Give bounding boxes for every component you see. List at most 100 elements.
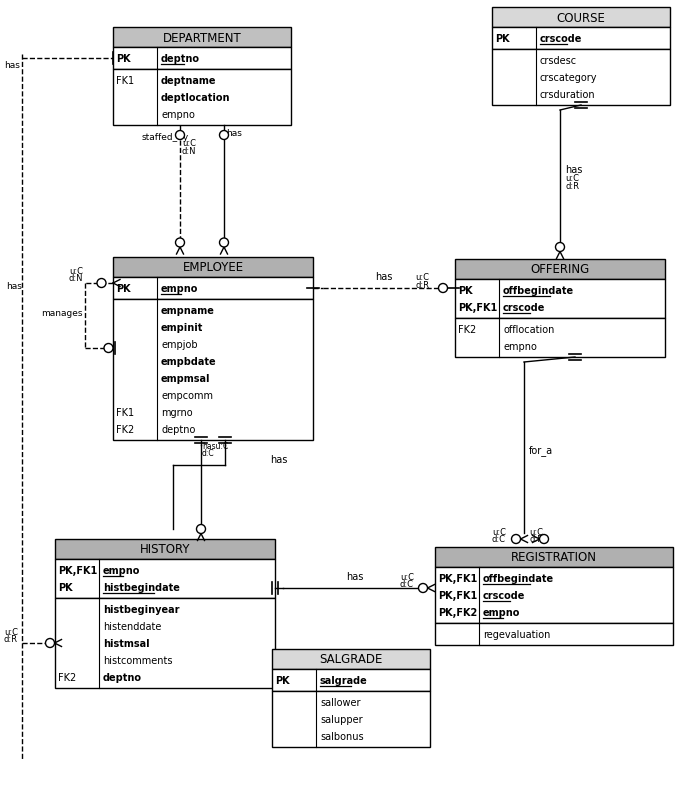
Text: d:R: d:R (529, 534, 543, 543)
Text: histbegindate: histbegindate (103, 582, 180, 592)
Text: PK: PK (116, 284, 130, 294)
Bar (272, 669, 430, 691)
Text: deptno: deptno (161, 54, 200, 64)
Text: empno: empno (483, 607, 520, 618)
Text: has: has (226, 129, 242, 138)
Circle shape (104, 344, 113, 353)
Text: empmsal: empmsal (161, 374, 210, 383)
Text: deptno: deptno (103, 672, 142, 683)
Circle shape (419, 584, 428, 593)
Circle shape (175, 239, 184, 248)
Text: PK,FK1: PK,FK1 (58, 565, 97, 575)
Bar (455, 318, 665, 358)
Text: FK2: FK2 (458, 325, 476, 334)
Text: SALGRADE: SALGRADE (319, 653, 383, 666)
Bar (272, 649, 430, 669)
Bar (435, 623, 673, 645)
Text: empno: empno (503, 342, 537, 351)
Text: u:C: u:C (182, 139, 196, 148)
Bar (113, 28, 291, 48)
Bar (113, 300, 313, 440)
Text: histbeginyear: histbeginyear (103, 604, 179, 614)
Text: empinit: empinit (161, 322, 204, 333)
Text: staffed_by: staffed_by (142, 133, 189, 142)
Text: PK: PK (58, 582, 72, 592)
Bar (55, 598, 275, 688)
Bar (435, 547, 673, 567)
Bar (55, 559, 275, 598)
Bar (455, 280, 665, 318)
Text: empno: empno (161, 110, 195, 119)
Text: histmsal: histmsal (103, 638, 150, 648)
Text: empno: empno (161, 284, 199, 294)
Text: deptno: deptno (161, 424, 195, 435)
Text: u:C: u:C (4, 627, 18, 636)
Text: crsdesc: crsdesc (540, 56, 577, 66)
Text: has: has (270, 455, 287, 464)
Text: COURSE: COURSE (557, 11, 605, 25)
Circle shape (555, 243, 564, 252)
Text: PK,FK1: PK,FK1 (438, 573, 477, 583)
Text: salbonus: salbonus (320, 731, 364, 741)
Text: salupper: salupper (320, 714, 363, 724)
Circle shape (219, 239, 228, 248)
Circle shape (439, 284, 448, 294)
Text: histenddate: histenddate (103, 622, 161, 631)
Text: OFFERING: OFFERING (531, 263, 590, 276)
Text: for_a: for_a (529, 444, 553, 456)
Text: u:C: u:C (415, 273, 429, 282)
Circle shape (197, 525, 206, 534)
Text: HISTORY: HISTORY (140, 543, 190, 556)
Text: deptname: deptname (161, 76, 217, 86)
Bar (492, 50, 670, 106)
Text: has: has (565, 164, 582, 175)
Text: salgrade: salgrade (320, 675, 368, 685)
Text: PK: PK (116, 54, 130, 64)
Text: mgrno: mgrno (161, 407, 193, 418)
Text: PK: PK (275, 675, 290, 685)
Text: FK2: FK2 (116, 424, 135, 435)
Text: FK2: FK2 (58, 672, 77, 683)
Bar (455, 260, 665, 280)
Circle shape (46, 638, 55, 648)
Bar (492, 28, 670, 50)
Text: d:R: d:R (565, 182, 579, 191)
Text: crscategory: crscategory (540, 73, 598, 83)
Text: empjob: empjob (161, 339, 197, 350)
Text: offbegindate: offbegindate (503, 286, 574, 296)
Text: u:C: u:C (565, 174, 579, 183)
Text: regevaluation: regevaluation (483, 630, 551, 639)
Bar (113, 48, 291, 70)
Text: PK,FK1: PK,FK1 (438, 590, 477, 600)
Bar (435, 567, 673, 623)
Text: u:C: u:C (69, 267, 83, 276)
Text: empname: empname (161, 306, 215, 316)
Text: manages: manages (41, 309, 83, 318)
Circle shape (175, 132, 184, 140)
Text: empno: empno (103, 565, 140, 575)
Circle shape (97, 279, 106, 288)
Bar (113, 277, 313, 300)
Text: u:C: u:C (529, 528, 543, 537)
Text: d:R: d:R (415, 281, 429, 290)
Text: offbegindate: offbegindate (483, 573, 554, 583)
Text: d:N: d:N (182, 147, 197, 156)
Bar (272, 691, 430, 747)
Text: deptlocation: deptlocation (161, 93, 230, 103)
Text: sallower: sallower (320, 697, 360, 707)
Text: crsduration: crsduration (540, 90, 595, 100)
Text: d:N: d:N (68, 273, 83, 282)
Text: PK,FK1: PK,FK1 (458, 302, 497, 313)
Bar (113, 257, 313, 277)
Text: offlocation: offlocation (503, 325, 554, 334)
Text: empbdate: empbdate (161, 357, 217, 367)
Text: d:C: d:C (202, 448, 215, 457)
Text: FK1: FK1 (116, 76, 134, 86)
Text: histcomments: histcomments (103, 655, 172, 665)
Circle shape (511, 535, 520, 544)
Text: REGISTRATION: REGISTRATION (511, 551, 597, 564)
Text: crscode: crscode (540, 34, 582, 44)
Circle shape (219, 132, 228, 140)
Text: has: has (375, 272, 393, 282)
Text: d:C: d:C (400, 579, 414, 588)
